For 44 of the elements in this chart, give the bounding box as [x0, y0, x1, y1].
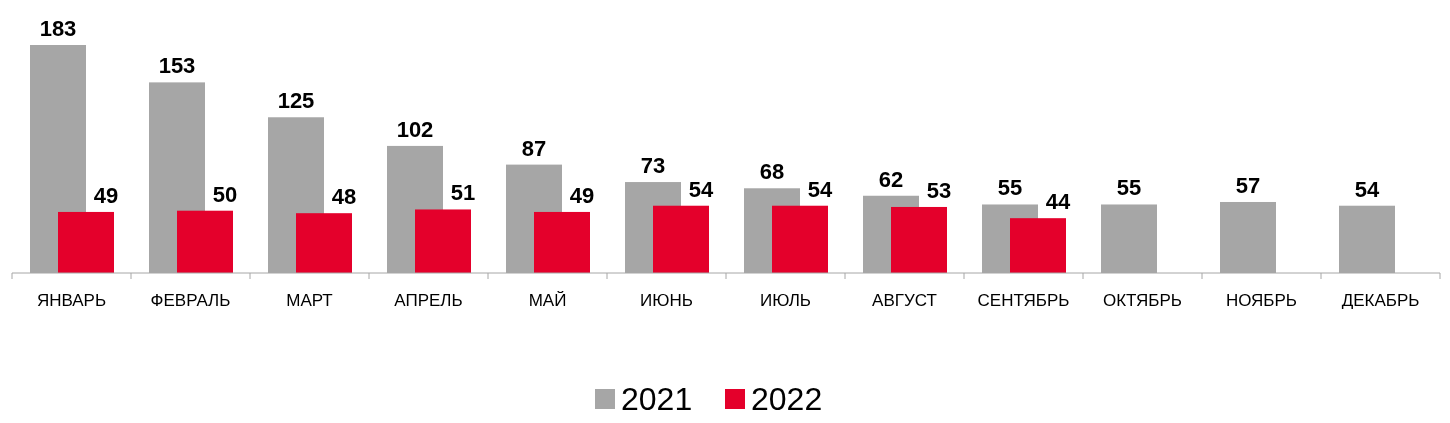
x-tick-label: ИЮНЬ [640, 291, 693, 310]
data-label: 55 [997, 175, 1023, 201]
data-label: 87 [521, 135, 547, 161]
data-label: 44 [1045, 189, 1071, 215]
data-label: 54 [688, 176, 714, 202]
data-label: 125 [277, 88, 315, 114]
legend-label: 2021 [621, 381, 693, 417]
bar [653, 205, 709, 273]
bar [534, 211, 590, 273]
x-tick-label: ИЮЛЬ [760, 291, 811, 310]
data-label: 49 [93, 182, 119, 208]
data-label: 68 [759, 159, 785, 185]
bar [891, 206, 947, 273]
data-label: 50 [212, 181, 238, 207]
x-tick-label: ДЕКАБРЬ [1341, 291, 1420, 310]
x-tick-label: ЯНВАРЬ [36, 291, 107, 310]
x-tick-label: ФЕВРАЛЬ [150, 291, 231, 310]
bar [177, 210, 233, 273]
data-label: 48 [331, 184, 357, 210]
x-tick-label: АПРЕЛЬ [394, 291, 463, 310]
data-label: 49 [569, 182, 595, 208]
data-label: 62 [878, 166, 904, 192]
bar [296, 213, 352, 273]
data-label: 54 [807, 176, 833, 202]
data-label: 51 [450, 180, 476, 206]
x-tick-label: ОКТЯБРЬ [1102, 291, 1183, 310]
bar [772, 205, 828, 273]
data-label: 53 [926, 177, 952, 203]
data-label: 153 [158, 53, 196, 79]
data-label: 54 [1354, 176, 1380, 202]
data-label: 57 [1235, 172, 1261, 198]
bar [58, 211, 114, 273]
bar [415, 209, 471, 273]
x-tick-label: МАЙ [528, 291, 567, 310]
x-tick-label: НОЯБРЬ [1225, 291, 1298, 310]
data-label: 73 [640, 153, 666, 179]
x-tick-label: АВГУСТ [872, 291, 937, 310]
data-label: 183 [39, 16, 77, 41]
data-label: 55 [1116, 175, 1142, 201]
x-tick-label: МАРТ [286, 291, 333, 310]
legend-label: 2022 [751, 381, 823, 417]
bar [1010, 218, 1066, 273]
data-label: 102 [396, 116, 434, 142]
x-tick-label: СЕНТЯБРЬ [977, 291, 1070, 310]
